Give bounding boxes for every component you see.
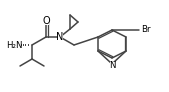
Text: N: N bbox=[56, 32, 64, 42]
Text: Br: Br bbox=[141, 25, 151, 34]
Text: N: N bbox=[109, 61, 115, 69]
FancyBboxPatch shape bbox=[8, 41, 20, 48]
Text: H₂N: H₂N bbox=[6, 40, 22, 49]
Text: O: O bbox=[42, 16, 50, 26]
FancyBboxPatch shape bbox=[110, 62, 115, 68]
FancyBboxPatch shape bbox=[140, 27, 152, 33]
FancyBboxPatch shape bbox=[43, 19, 49, 25]
FancyBboxPatch shape bbox=[57, 34, 63, 40]
